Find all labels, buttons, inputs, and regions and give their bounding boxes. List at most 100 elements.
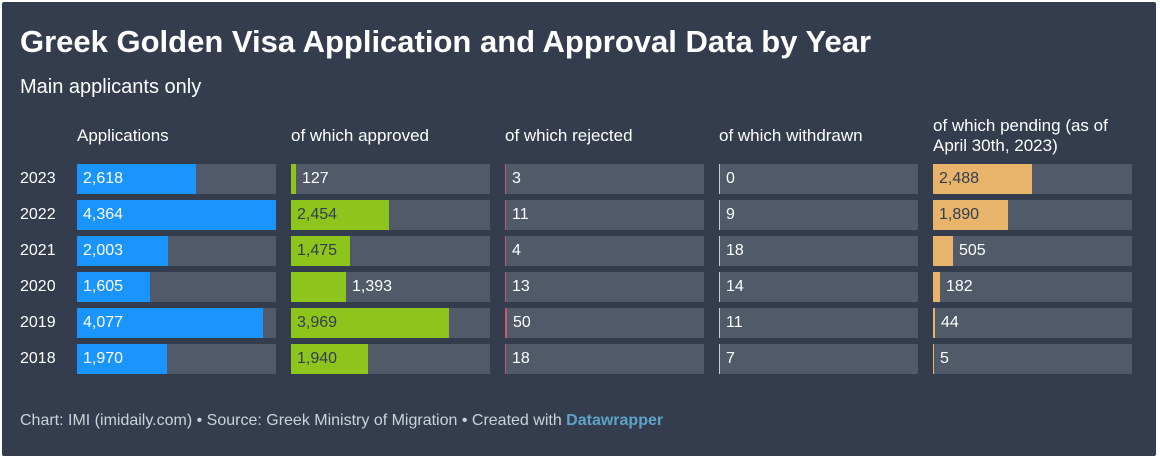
cell-of-which-pending-as-of-april-30th-2023-2018: 5 — [933, 344, 1132, 374]
cell-applications-2018: 1,970 — [77, 344, 276, 374]
cell-applications-2021: 2,003 — [77, 236, 276, 266]
bar-of-which-pending-as-of-april-30th-2023-2022 — [933, 200, 1008, 230]
bar-of-which-pending-as-of-april-30th-2023-2020 — [933, 272, 940, 302]
value-label-of-which-rejected-2018: 18 — [512, 350, 530, 367]
value-label-applications-2020: 1,605 — [83, 278, 124, 295]
value-label-of-which-withdrawn-2018: 7 — [726, 350, 735, 367]
cell-of-which-withdrawn-2020: 14 — [719, 272, 918, 302]
value-label-applications-2019: 4,077 — [83, 314, 124, 331]
bar-of-which-rejected-2022 — [505, 200, 506, 230]
bar-of-which-approved-2022 — [291, 200, 389, 230]
row-label-2020: 2020 — [20, 278, 56, 295]
value-label-of-which-pending-as-of-april-30th-2023-2019: 44 — [941, 314, 959, 331]
value-label-of-which-approved-2018: 1,940 — [297, 350, 338, 367]
column-header-of-which-withdrawn: of which withdrawn — [719, 126, 863, 145]
value-label-of-which-approved-2021: 1,475 — [297, 242, 338, 259]
column-header-of-which-rejected: of which rejected — [505, 126, 633, 145]
cell-of-which-approved-2020: 1,393 — [291, 272, 490, 302]
cell-applications-2022: 4,364 — [77, 200, 276, 230]
value-label-of-which-pending-as-of-april-30th-2023-2018: 5 — [940, 350, 949, 367]
value-label-of-which-withdrawn-2023: 0 — [726, 170, 735, 187]
value-label-of-which-withdrawn-2021: 18 — [726, 242, 744, 259]
cell-of-which-rejected-2020: 13 — [505, 272, 704, 302]
column-header-applications: Applications — [77, 126, 169, 145]
value-label-of-which-approved-2019: 3,969 — [297, 314, 338, 331]
value-label-of-which-pending-as-of-april-30th-2023-2021: 505 — [959, 242, 986, 259]
bar-applications-2020 — [77, 272, 150, 302]
value-label-of-which-rejected-2023: 3 — [512, 170, 521, 187]
bar-of-which-pending-as-of-april-30th-2023-2021 — [933, 236, 953, 266]
value-label-of-which-pending-as-of-april-30th-2023-2023: 2,488 — [939, 170, 980, 187]
row-label-2023: 2023 — [20, 170, 56, 187]
bar-of-which-withdrawn-2019 — [719, 308, 720, 338]
cell-of-which-pending-as-of-april-30th-2023-2019: 44 — [933, 308, 1132, 338]
value-label-of-which-rejected-2022: 11 — [512, 206, 529, 223]
bar-applications-2018 — [77, 344, 167, 374]
bar-applications-2022 — [77, 200, 276, 230]
bar-of-which-approved-2023 — [291, 164, 296, 194]
value-label-of-which-rejected-2020: 13 — [512, 278, 530, 295]
cell-of-which-withdrawn-2019: 11 — [719, 308, 918, 338]
cell-of-which-withdrawn-2022: 9 — [719, 200, 918, 230]
bar-of-which-withdrawn-2023 — [719, 164, 720, 194]
bar-of-which-approved-2021 — [291, 236, 350, 266]
value-label-applications-2022: 4,364 — [83, 206, 124, 223]
bar-of-which-rejected-2021 — [505, 236, 506, 266]
bar-of-which-pending-as-of-april-30th-2023-2019 — [933, 308, 935, 338]
value-label-of-which-approved-2020: 1,393 — [352, 278, 393, 295]
bar-of-which-rejected-2023 — [505, 164, 506, 194]
value-label-of-which-withdrawn-2022: 9 — [726, 206, 735, 223]
cell-of-which-rejected-2022: 11 — [505, 200, 704, 230]
value-label-applications-2023: 2,618 — [83, 170, 124, 187]
cell-of-which-pending-as-of-april-30th-2023-2021: 505 — [933, 236, 1132, 266]
bar-of-which-approved-2018 — [291, 344, 368, 374]
footer-credit: Chart: IMI (imidaily.com) • Source: Gree… — [20, 412, 567, 429]
value-label-of-which-rejected-2019: 50 — [513, 314, 531, 331]
column-header-of-which-approved: of which approved — [291, 126, 429, 145]
row-label-2021: 2021 — [20, 242, 56, 259]
value-label-of-which-approved-2022: 2,454 — [297, 206, 338, 223]
bar-of-which-approved-2019 — [291, 308, 449, 338]
bar-applications-2023 — [77, 164, 196, 194]
cell-of-which-withdrawn-2023: 0 — [719, 164, 918, 194]
cell-of-which-rejected-2018: 18 — [505, 344, 704, 374]
cell-of-which-rejected-2023: 3 — [505, 164, 704, 194]
bar-of-which-rejected-2018 — [505, 344, 506, 374]
bar-of-which-approved-2020 — [291, 272, 346, 302]
cell-of-which-rejected-2019: 50 — [505, 308, 704, 338]
column-header-of-which-pending-as-of-april-30th-2023: of which pending (as of April 30th, 2023… — [933, 116, 1108, 155]
bar-applications-2021 — [77, 236, 168, 266]
chart-subtitle: Main applicants only — [20, 76, 202, 98]
cell-of-which-pending-as-of-april-30th-2023-2020: 182 — [933, 272, 1132, 302]
value-label-applications-2021: 2,003 — [83, 242, 124, 259]
row-label-2022: 2022 — [20, 206, 56, 223]
cell-applications-2020: 1,605 — [77, 272, 276, 302]
bar-of-which-withdrawn-2022 — [719, 200, 720, 230]
cell-of-which-withdrawn-2018: 7 — [719, 344, 918, 374]
cell-of-which-approved-2018: 1,940 — [291, 344, 490, 374]
cell-of-which-rejected-2021: 4 — [505, 236, 704, 266]
value-label-of-which-rejected-2021: 4 — [512, 242, 521, 259]
bar-of-which-pending-as-of-april-30th-2023-2018 — [933, 344, 934, 374]
chart-title: Greek Golden Visa Application and Approv… — [20, 24, 872, 59]
cell-of-which-pending-as-of-april-30th-2023-2022: 1,890 — [933, 200, 1132, 230]
bar-of-which-rejected-2019 — [505, 308, 507, 338]
cell-of-which-approved-2023: 127 — [291, 164, 490, 194]
bar-of-which-pending-as-of-april-30th-2023-2023 — [933, 164, 1032, 194]
chart-footer: Chart: IMI (imidaily.com) • Source: Gree… — [20, 412, 663, 430]
value-label-of-which-approved-2023: 127 — [302, 170, 329, 187]
value-label-of-which-withdrawn-2019: 11 — [726, 314, 743, 331]
row-label-2018: 2018 — [20, 350, 56, 367]
value-label-of-which-pending-as-of-april-30th-2023-2022: 1,890 — [939, 206, 980, 223]
cell-of-which-pending-as-of-april-30th-2023-2023: 2,488 — [933, 164, 1132, 194]
bar-of-which-withdrawn-2018 — [719, 344, 720, 374]
bar-applications-2019 — [77, 308, 263, 338]
footer-brand-link[interactable]: Datawrapper — [566, 412, 664, 429]
cell-of-which-approved-2022: 2,454 — [291, 200, 490, 230]
cell-of-which-approved-2019: 3,969 — [291, 308, 490, 338]
value-label-applications-2018: 1,970 — [83, 350, 124, 367]
bar-of-which-rejected-2020 — [505, 272, 506, 302]
cell-of-which-withdrawn-2021: 18 — [719, 236, 918, 266]
bar-of-which-withdrawn-2020 — [719, 272, 720, 302]
